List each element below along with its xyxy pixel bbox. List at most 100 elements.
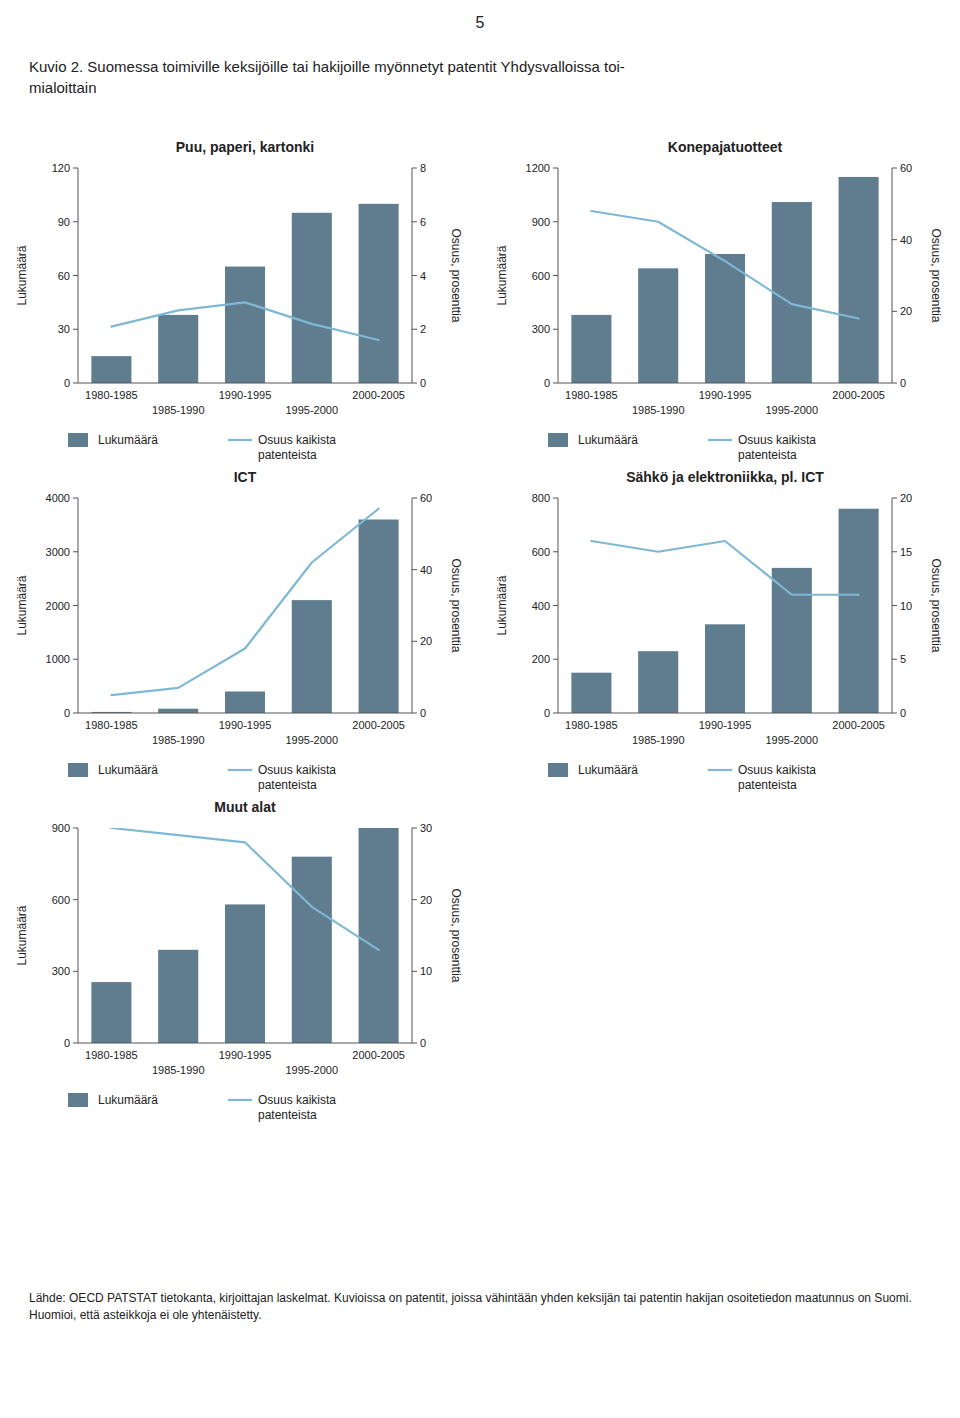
y-tick-label: 0	[64, 1037, 70, 1049]
x-axis	[558, 713, 892, 714]
x-axis	[78, 383, 412, 384]
y-tick-label: 400	[532, 600, 550, 612]
bar	[839, 509, 879, 713]
y2-tick-label: 0	[900, 707, 906, 719]
y2-tick	[412, 275, 417, 276]
text-line: Lukumäärä	[98, 1093, 158, 1107]
text-line: patenteista	[738, 448, 797, 462]
y-tick	[553, 221, 558, 222]
x-tick-label: 2000-2005	[352, 719, 405, 731]
y-tick-label: 300	[532, 323, 550, 335]
y-axis-label: Lukumäärä	[495, 245, 509, 305]
title-line: Kuvio 2. Suomessa toimiville keksijöille…	[29, 56, 929, 77]
x-tick-label: 1985-1990	[632, 404, 685, 416]
x-axis	[78, 1043, 412, 1044]
y-tick	[553, 498, 558, 499]
line	[591, 211, 858, 319]
text-line: patenteista	[258, 778, 317, 792]
footer: Lähde: OECD PATSTAT tietokanta, kirjoitt…	[29, 1290, 929, 1324]
y2-tick	[412, 569, 417, 570]
line	[111, 302, 378, 340]
y-tick-label: 120	[52, 162, 70, 174]
y2-axis-label: Osuus, prosenttia	[449, 228, 463, 322]
y2-tick	[412, 1043, 417, 1044]
y2-tick-label: 0	[420, 707, 426, 719]
chart-panel: Konepajatuotteet030060090012000204060Luk…	[495, 139, 943, 462]
y-tick-label: 3000	[46, 546, 70, 558]
bar	[292, 600, 332, 713]
y-tick	[73, 383, 78, 384]
x-tick-label: 1980-1985	[85, 389, 138, 401]
y2-tick	[892, 605, 897, 606]
legend: LukumääräOsuus kaikistapatenteista	[548, 433, 816, 462]
line	[111, 509, 378, 695]
y2-tick-label: 20	[420, 894, 432, 906]
y2-tick	[892, 239, 897, 240]
text-line: Osuus kaikista	[738, 763, 816, 777]
plot-area	[571, 509, 878, 713]
y2-axis	[892, 168, 893, 383]
y-tick	[553, 329, 558, 330]
y-tick	[553, 605, 558, 606]
chart-panel: Sähkö ja elektroniikka, pl. ICT020040060…	[495, 469, 943, 792]
plot-area	[91, 828, 398, 1043]
y2-tick-label: 20	[900, 305, 912, 317]
y2-tick-label: 0	[420, 1037, 426, 1049]
y2-tick	[892, 659, 897, 660]
y-tick	[73, 828, 78, 829]
y2-tick-label: 5	[900, 653, 906, 665]
legend: LukumääräOsuus kaikistapatenteista	[68, 433, 336, 462]
y2-axis-label: Osuus, prosenttia	[929, 558, 943, 652]
bar	[158, 315, 198, 383]
legend-swatch	[68, 1093, 88, 1107]
bar	[638, 268, 678, 383]
legend-label: Osuus kaikistapatenteista	[738, 763, 816, 792]
chart-title: Konepajatuotteet	[668, 139, 783, 155]
line	[111, 828, 378, 950]
bar	[158, 950, 198, 1043]
x-tick-label: 1995-2000	[765, 734, 818, 746]
legend-swatch	[548, 763, 568, 777]
text-line: Osuus kaikista	[258, 1093, 336, 1107]
legend: LukumääräOsuus kaikistapatenteista	[548, 763, 816, 792]
y2-tick	[412, 221, 417, 222]
y-tick-label: 1000	[46, 653, 70, 665]
y2-tick	[892, 311, 897, 312]
y2-axis-label: Osuus, prosenttia	[449, 888, 463, 982]
y2-tick	[892, 383, 897, 384]
bar	[705, 624, 745, 713]
y-axis-label: Lukumäärä	[15, 575, 29, 635]
y-axis	[78, 828, 79, 1043]
y-tick-label: 4000	[46, 492, 70, 504]
y-tick	[553, 383, 558, 384]
chart-panel: Puu, paperi, kartonki030609012002468Luku…	[15, 139, 463, 462]
y2-tick-label: 0	[420, 377, 426, 389]
charts: Puu, paperi, kartonki030609012002468Luku…	[0, 0, 960, 1418]
bar	[225, 692, 265, 714]
y-tick	[553, 551, 558, 552]
y-tick-label: 200	[532, 653, 550, 665]
x-tick-label: 1995-2000	[285, 404, 338, 416]
text-line: patenteista	[738, 778, 797, 792]
text-line: patenteista	[258, 1108, 317, 1122]
y2-tick	[892, 168, 897, 169]
x-tick-label: 2000-2005	[352, 1049, 405, 1061]
y2-tick	[412, 383, 417, 384]
legend: LukumääräOsuus kaikistapatenteista	[68, 763, 336, 792]
y-tick	[73, 221, 78, 222]
legend-label: Osuus kaikistapatenteista	[258, 433, 336, 462]
y-tick-label: 300	[52, 965, 70, 977]
y2-tick	[892, 713, 897, 714]
chart-title: Sähkö ja elektroniikka, pl. ICT	[626, 469, 824, 485]
legend-swatch	[228, 1099, 252, 1101]
text-line: Osuus kaikista	[738, 433, 816, 447]
x-axis	[78, 713, 412, 714]
text-line: Osuus kaikista	[258, 433, 336, 447]
x-tick-label: 1980-1985	[565, 719, 618, 731]
y2-axis	[412, 498, 413, 713]
y-tick	[73, 971, 78, 972]
bar	[571, 315, 611, 383]
y-tick	[73, 275, 78, 276]
y2-tick-label: 60	[420, 492, 432, 504]
bar	[359, 520, 399, 714]
